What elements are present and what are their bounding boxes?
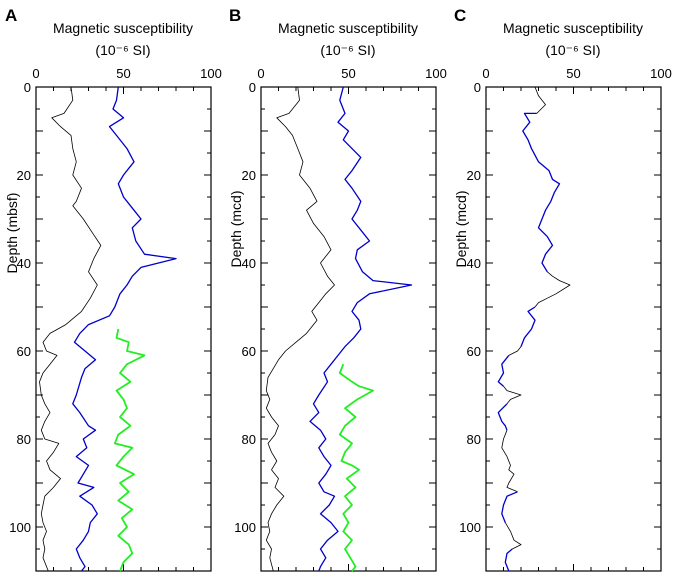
series-line-green bbox=[338, 363, 374, 572]
series-line-blue bbox=[497, 403, 508, 431]
series-group bbox=[39, 86, 177, 572]
y-tick-label: 80 bbox=[467, 432, 481, 447]
y-tick-label: 0 bbox=[24, 80, 31, 95]
chart-subtitle: (10⁻⁶ SI) bbox=[320, 42, 375, 58]
plot-frame bbox=[260, 86, 437, 572]
series-line-black bbox=[503, 385, 522, 405]
series-line-black bbox=[508, 346, 522, 356]
series-group bbox=[265, 86, 413, 572]
y-tick-label: 40 bbox=[242, 256, 256, 271]
y-tick-label: 100 bbox=[234, 520, 256, 535]
chart-title: Magnetic susceptibility bbox=[503, 20, 643, 36]
y-ticks: 0 20 40 60 80 100 bbox=[234, 80, 436, 572]
series-line-blue bbox=[520, 306, 536, 347]
series-line-black bbox=[501, 430, 518, 493]
series-line-blue bbox=[497, 354, 510, 387]
chart-subtitle: (10⁻⁶ SI) bbox=[545, 42, 600, 58]
y-tick-label: 60 bbox=[17, 344, 31, 359]
panel-b: B Magnetic susceptibility (10⁻⁶ SI) Dept… bbox=[228, 6, 447, 572]
x-ticks: 0 50 100 bbox=[257, 66, 447, 571]
series-line-blue bbox=[501, 491, 518, 523]
series-group bbox=[497, 86, 571, 572]
series-line-black bbox=[39, 86, 102, 572]
x-tick-label: 100 bbox=[650, 66, 672, 81]
x-ticks: 0 50 100 bbox=[32, 66, 222, 571]
y-tick-label: 0 bbox=[249, 80, 256, 95]
series-line-blue bbox=[309, 86, 413, 572]
panel-label: A bbox=[5, 6, 17, 25]
x-tick-label: 100 bbox=[425, 66, 447, 81]
plot-frame bbox=[35, 86, 212, 572]
x-tick-label: 50 bbox=[566, 66, 580, 81]
y-tick-label: 100 bbox=[459, 520, 481, 535]
series-line-blue bbox=[72, 86, 177, 572]
x-tick-label: 50 bbox=[116, 66, 130, 81]
panel-label: C bbox=[454, 6, 466, 25]
x-tick-label: 0 bbox=[482, 66, 489, 81]
x-tick-label: 50 bbox=[341, 66, 355, 81]
series-line-black bbox=[534, 86, 546, 114]
panel-label: B bbox=[229, 6, 241, 25]
y-ticks: 0 20 40 60 80 100 bbox=[9, 80, 211, 572]
y-axis-label: Depth (mcd) bbox=[228, 190, 244, 267]
x-tick-label: 0 bbox=[257, 66, 264, 81]
chart-title: Magnetic susceptibility bbox=[278, 20, 418, 36]
y-tick-label: 0 bbox=[474, 80, 481, 95]
series-line-black bbox=[265, 86, 335, 572]
y-axis-label: Depth (mcd) bbox=[453, 190, 469, 267]
x-tick-label: 100 bbox=[200, 66, 222, 81]
y-tick-label: 60 bbox=[467, 344, 481, 359]
y-axis-label: Depth (mbsf) bbox=[4, 193, 20, 274]
y-tick-label: 20 bbox=[17, 168, 31, 183]
x-ticks: 0 50 100 bbox=[482, 66, 672, 571]
y-tick-label: 80 bbox=[242, 432, 256, 447]
y-tick-label: 100 bbox=[9, 520, 31, 535]
chart-title: Magnetic susceptibility bbox=[53, 20, 193, 36]
y-tick-label: 40 bbox=[467, 256, 481, 271]
plot-frame bbox=[485, 86, 662, 572]
chart-subtitle: (10⁻⁶ SI) bbox=[95, 42, 150, 58]
x-tick-label: 0 bbox=[32, 66, 39, 81]
y-tick-label: 60 bbox=[242, 344, 256, 359]
panel-a: A Magnetic susceptibility (10⁻⁶ SI) Dept… bbox=[4, 6, 222, 572]
series-line-green bbox=[113, 328, 146, 572]
series-line-blue bbox=[504, 548, 513, 572]
panel-c: C Magnetic susceptibility (10⁻⁶ SI) Dept… bbox=[453, 6, 672, 572]
series-line-black bbox=[504, 522, 522, 550]
y-tick-label: 20 bbox=[467, 168, 481, 183]
series-line-blue bbox=[522, 112, 561, 273]
y-ticks: 0 20 40 60 80 100 bbox=[459, 80, 661, 572]
y-tick-label: 40 bbox=[17, 256, 31, 271]
y-tick-label: 20 bbox=[242, 168, 256, 183]
series-line-black bbox=[534, 271, 571, 308]
y-tick-label: 80 bbox=[17, 432, 31, 447]
